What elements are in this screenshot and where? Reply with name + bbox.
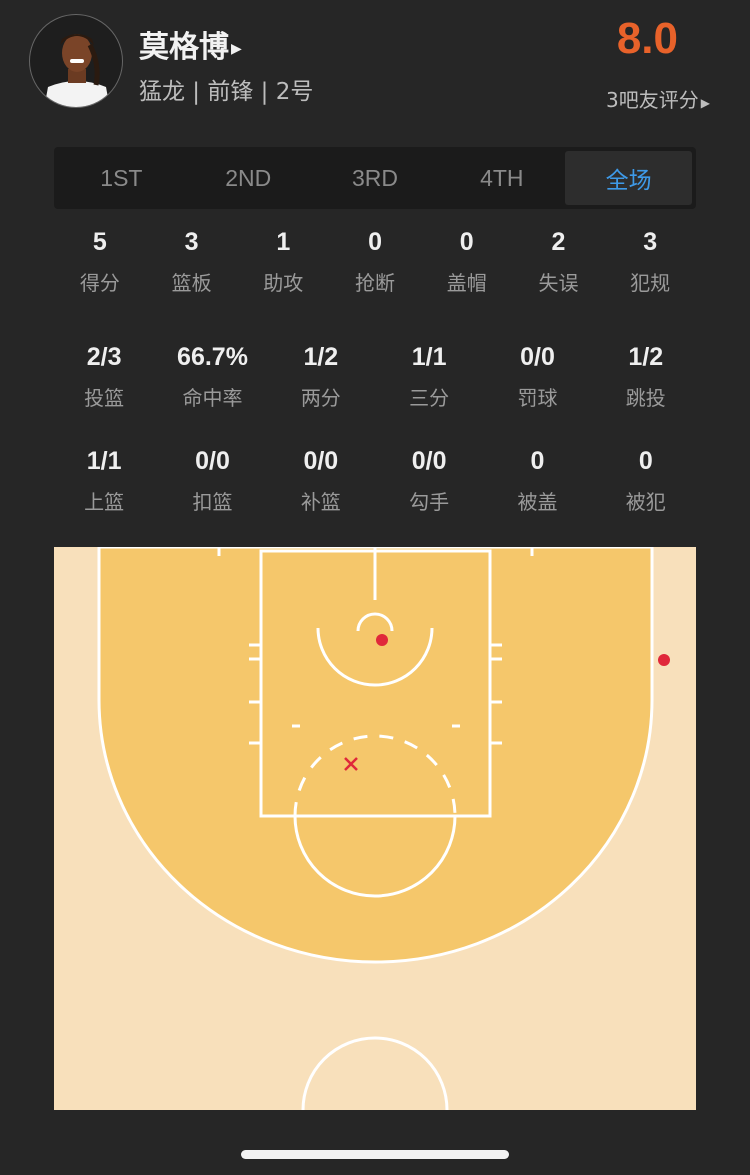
stats-row-basic: 5 得分 3 篮板 1 助攻 0 抢断 0 盖帽 2 失误 3 犯规 xyxy=(54,228,696,296)
rating-link[interactable]: 3吧友评分 ▶ xyxy=(606,84,710,113)
stat-value: 1/1 xyxy=(411,343,447,371)
stat-item: 0 抢断 xyxy=(329,228,421,296)
stat-label: 抢断 xyxy=(355,271,396,295)
stat-item: 1/2 两分 xyxy=(267,343,375,411)
stat-label: 被盖 xyxy=(517,490,558,514)
stat-item: 2 失误 xyxy=(513,228,605,296)
stat-item: 0 被犯 xyxy=(592,447,700,515)
stat-label: 篮板 xyxy=(171,271,212,295)
stat-label: 命中率 xyxy=(182,386,243,410)
stats-row-shooting: 2/3 投篮 66.7% 命中率 1/2 两分 1/1 三分 0/0 罚球 1/2 跳投 xyxy=(50,343,700,411)
stat-label: 犯规 xyxy=(630,271,671,295)
stat-label: 罚球 xyxy=(517,386,558,410)
stat-item: 0/0 补篮 xyxy=(267,447,375,515)
stat-item: 1 助攻 xyxy=(237,228,329,296)
stat-value: 2 xyxy=(551,228,566,256)
stat-label: 上篮 xyxy=(84,490,125,514)
stats-row-shot-types: 1/1 上篮 0/0 扣篮 0/0 补篮 0/0 勾手 0 被盖 0 被犯 xyxy=(50,447,700,515)
stat-item: 3 篮板 xyxy=(146,228,238,296)
stat-value: 0 xyxy=(530,447,545,475)
stat-value: 0/0 xyxy=(195,447,230,475)
stat-label: 得分 xyxy=(79,271,120,295)
stat-value: 0/0 xyxy=(411,447,447,475)
tab-2nd[interactable]: 2ND xyxy=(225,164,272,191)
stat-item: 0/0 扣篮 xyxy=(158,447,266,515)
stat-value: 0 xyxy=(368,228,382,256)
stat-item: 5 得分 xyxy=(54,228,146,296)
stat-label: 跳投 xyxy=(625,386,666,410)
tab-full-game[interactable]: 全场 xyxy=(565,151,692,205)
stat-value: 1/2 xyxy=(628,343,664,371)
stat-item: 66.7% 命中率 xyxy=(158,343,266,411)
stat-label: 勾手 xyxy=(409,490,450,514)
stat-value: 3 xyxy=(643,228,658,256)
stat-value: 5 xyxy=(92,228,107,256)
stat-label: 扣篮 xyxy=(192,490,233,514)
stat-value: 3 xyxy=(184,228,199,256)
stat-label: 投篮 xyxy=(84,386,125,410)
home-indicator[interactable] xyxy=(241,1150,509,1159)
player-rating: 8.0 xyxy=(616,14,678,63)
stat-item: 0 被盖 xyxy=(483,447,591,515)
player-avatar[interactable] xyxy=(29,14,123,108)
tab-3rd[interactable]: 3RD xyxy=(351,164,398,191)
stat-item: 1/2 跳投 xyxy=(592,343,700,411)
stat-value: 2/3 xyxy=(86,343,122,371)
shot-chart xyxy=(54,547,696,1110)
stat-value: 0 xyxy=(638,447,653,475)
stat-value: 0/0 xyxy=(520,343,555,371)
stat-value: 1/1 xyxy=(86,447,122,475)
player-name: 莫格博 xyxy=(139,30,229,65)
stat-value: 0 xyxy=(459,228,474,256)
stat-label: 两分 xyxy=(300,386,341,410)
stat-item: 1/1 三分 xyxy=(375,343,483,411)
stat-item: 0 盖帽 xyxy=(421,228,513,296)
stat-label: 被犯 xyxy=(625,490,666,514)
player-info: 猛龙 | 前锋 | 2号 xyxy=(139,79,314,105)
stat-item: 0/0 罚球 xyxy=(483,343,591,411)
stat-value: 0/0 xyxy=(303,447,339,475)
stat-label: 盖帽 xyxy=(446,271,487,295)
stat-label: 助攻 xyxy=(263,271,304,295)
play-arrow-icon: ▶ xyxy=(231,40,242,57)
stat-item: 2/3 投篮 xyxy=(50,343,158,411)
stat-item: 1/1 上篮 xyxy=(50,447,158,515)
stat-value: 1 xyxy=(276,228,291,256)
made-shot-marker xyxy=(376,634,388,646)
tab-1st[interactable]: 1ST xyxy=(100,164,143,191)
player-name-link[interactable]: 莫格博 ▶ xyxy=(139,22,242,66)
made-shot-marker xyxy=(658,654,670,666)
stat-label: 失误 xyxy=(538,271,579,295)
stat-value: 66.7% xyxy=(177,343,248,371)
court-lines xyxy=(217,547,534,1110)
play-arrow-icon: ▶ xyxy=(700,96,710,110)
shot-markers xyxy=(344,634,670,771)
rating-count: 3吧友评分 xyxy=(606,88,699,112)
missed-shot-marker xyxy=(344,757,358,771)
stat-label: 三分 xyxy=(409,386,450,410)
three-point-area xyxy=(97,547,654,964)
period-tabs: 1ST 2ND 3RD 4TH 全场 xyxy=(54,147,696,209)
stat-value: 1/2 xyxy=(303,343,339,371)
tab-4th[interactable]: 4TH xyxy=(480,164,524,191)
stat-item: 0/0 勾手 xyxy=(375,447,483,515)
stat-label: 补篮 xyxy=(300,490,341,514)
stat-item: 3 犯规 xyxy=(604,228,696,296)
